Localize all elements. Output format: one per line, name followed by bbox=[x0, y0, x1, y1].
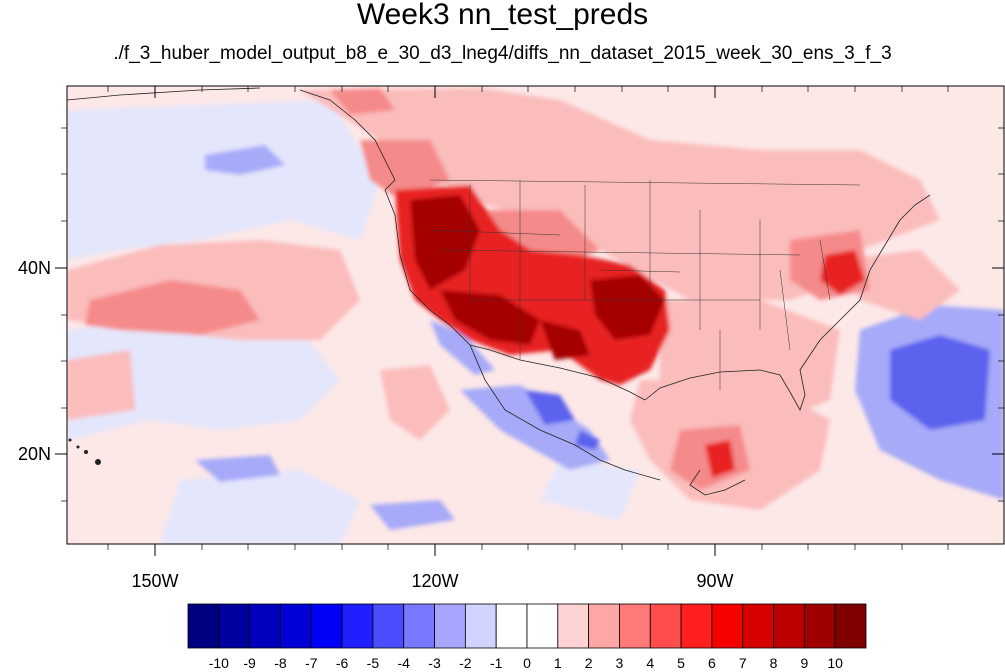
colorbar-box bbox=[557, 603, 590, 649]
anomaly-region bbox=[590, 275, 665, 340]
colorbar-label: 4 bbox=[646, 655, 655, 671]
anomaly-region bbox=[195, 455, 280, 482]
colorbar-box bbox=[526, 603, 559, 649]
colorbar-label: -9 bbox=[243, 655, 256, 671]
colorbar-box bbox=[403, 603, 435, 649]
colorbar-box bbox=[187, 603, 220, 649]
colorbar-label: -6 bbox=[335, 655, 349, 671]
colorbar-box bbox=[372, 603, 405, 649]
anomaly-field bbox=[67, 86, 1004, 544]
colorbar-label: 9 bbox=[800, 655, 809, 671]
colorbar-label: -1 bbox=[489, 655, 503, 671]
anomaly-region bbox=[540, 460, 640, 520]
axis-ticks bbox=[55, 86, 1004, 556]
colorbar-box bbox=[218, 603, 251, 649]
colorbar-label: -8 bbox=[274, 655, 287, 671]
colorbar-label: 0 bbox=[523, 655, 531, 671]
state-borders bbox=[429, 179, 861, 390]
anomaly-region bbox=[890, 335, 990, 430]
colorbar-box bbox=[619, 603, 651, 649]
lon-label-150w: 150W bbox=[131, 571, 179, 591]
anomaly-region bbox=[67, 350, 135, 420]
anomaly-region bbox=[440, 290, 540, 345]
lat-label-40n: 40N bbox=[18, 258, 52, 278]
coastlines bbox=[67, 87, 931, 496]
colorbar-box bbox=[310, 603, 343, 649]
anomaly-region bbox=[540, 320, 590, 360]
minor-ticks bbox=[61, 86, 1004, 550]
colorbar-label: -5 bbox=[366, 655, 380, 671]
colorbar-box bbox=[742, 603, 774, 649]
anomaly-region bbox=[205, 145, 285, 175]
anomaly-region bbox=[370, 500, 455, 530]
anomaly-region bbox=[840, 250, 960, 320]
colorbar-label: 5 bbox=[677, 655, 685, 671]
colorbar-label: 8 bbox=[769, 655, 778, 671]
colorbar-label: 6 bbox=[708, 655, 716, 671]
colorbar-label: 2 bbox=[584, 655, 593, 671]
lat-label-20n: 20N bbox=[18, 444, 52, 464]
lon-label-120w: 120W bbox=[411, 571, 459, 591]
colorbar-label: -2 bbox=[459, 655, 472, 671]
colorbar-box bbox=[773, 603, 805, 649]
anomaly-region bbox=[67, 100, 380, 260]
anomaly-region bbox=[380, 365, 450, 440]
colorbar-box bbox=[834, 603, 867, 649]
hawaii-islands bbox=[68, 438, 101, 465]
colorbar-box bbox=[803, 603, 836, 649]
colorbar-label: -4 bbox=[397, 655, 410, 671]
colorbar-box bbox=[495, 603, 528, 649]
colorbar-label: 1 bbox=[553, 655, 562, 671]
colorbar-box bbox=[280, 603, 312, 649]
colorbar-label: -7 bbox=[305, 655, 318, 671]
colorbar-box bbox=[464, 603, 497, 649]
colorbar-box bbox=[680, 603, 713, 649]
anomaly-region bbox=[430, 320, 495, 375]
colorbar-box bbox=[249, 603, 281, 649]
anomaly-region bbox=[410, 195, 480, 290]
colorbar-label: -10 bbox=[208, 655, 229, 671]
anomaly-region bbox=[300, 88, 940, 300]
map-title: Week3 nn_test_preds bbox=[356, 0, 649, 31]
anomaly-region bbox=[67, 320, 340, 440]
anomaly-region bbox=[525, 390, 575, 425]
map-subtitle: ./f_3_huber_model_output_b8_e_30_d3_lneg… bbox=[113, 43, 892, 64]
colorbar-box bbox=[434, 603, 466, 649]
colorbar bbox=[187, 603, 867, 649]
anomaly-region bbox=[160, 470, 360, 544]
colorbar-box bbox=[711, 603, 744, 649]
lon-label-90w: 90W bbox=[696, 571, 734, 591]
colorbar-label: 3 bbox=[615, 655, 624, 671]
colorbar-box bbox=[588, 603, 620, 649]
anomaly-region bbox=[330, 88, 395, 115]
colorbar-box bbox=[341, 603, 374, 649]
anomaly-region bbox=[820, 250, 865, 295]
anomaly-region bbox=[85, 280, 260, 335]
colorbar-label: 7 bbox=[738, 655, 747, 671]
anomaly-region bbox=[705, 440, 735, 478]
colorbar-box bbox=[649, 603, 682, 649]
anomaly-region bbox=[575, 430, 600, 450]
colorbar-label: -3 bbox=[428, 655, 441, 671]
colorbar-label: 10 bbox=[827, 655, 843, 671]
